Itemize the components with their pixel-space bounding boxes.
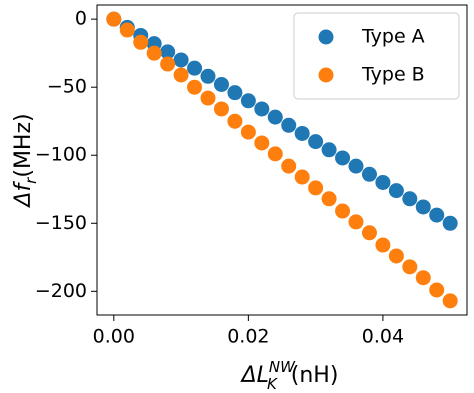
point bbox=[227, 85, 243, 101]
point bbox=[213, 76, 229, 92]
point bbox=[267, 109, 283, 125]
y-tick-label: −200 bbox=[35, 280, 87, 302]
point bbox=[348, 158, 364, 174]
point bbox=[294, 125, 310, 141]
point bbox=[402, 191, 418, 207]
point bbox=[146, 45, 162, 61]
point bbox=[187, 79, 203, 95]
x-label-symbol: ΔL bbox=[240, 363, 269, 388]
point bbox=[335, 203, 351, 219]
legend-marker bbox=[318, 67, 334, 83]
point bbox=[442, 215, 458, 231]
point bbox=[294, 169, 310, 185]
x-tick-label: 0.02 bbox=[227, 326, 269, 348]
y-tick-label: −50 bbox=[47, 76, 87, 98]
point bbox=[173, 52, 189, 68]
point bbox=[200, 68, 216, 84]
point bbox=[321, 142, 337, 158]
point bbox=[160, 44, 176, 60]
y-label-unit: (MHz) bbox=[11, 113, 36, 177]
point bbox=[308, 134, 324, 150]
plot-frame bbox=[96, 4, 468, 316]
point bbox=[173, 67, 189, 83]
point bbox=[415, 270, 431, 286]
point bbox=[254, 101, 270, 117]
legend-marker bbox=[318, 29, 334, 45]
point bbox=[361, 166, 377, 182]
y-tick-label: −150 bbox=[35, 212, 87, 234]
x-label-unit: (nH) bbox=[291, 363, 339, 388]
point bbox=[375, 174, 391, 190]
point bbox=[106, 11, 122, 27]
point bbox=[160, 56, 176, 72]
point bbox=[429, 207, 445, 223]
point bbox=[254, 135, 270, 151]
point bbox=[335, 150, 351, 166]
y-axis-label: Δfr(MHz) bbox=[11, 113, 40, 208]
point bbox=[402, 259, 418, 275]
point bbox=[375, 237, 391, 253]
legend-label: Type A bbox=[361, 26, 425, 48]
point bbox=[321, 191, 337, 207]
point bbox=[187, 60, 203, 76]
point bbox=[133, 34, 149, 50]
point bbox=[240, 124, 256, 140]
point bbox=[388, 183, 404, 199]
point bbox=[227, 113, 243, 129]
y-tick-label: −100 bbox=[35, 144, 87, 166]
x-axis-label: ΔLNW K (nH) bbox=[240, 358, 339, 393]
point bbox=[240, 93, 256, 109]
y-label-symbol: Δf bbox=[11, 181, 36, 209]
point bbox=[119, 22, 135, 38]
legend-box bbox=[293, 12, 460, 100]
y-tick-label: 0 bbox=[75, 8, 87, 30]
x-tick-label: 0.04 bbox=[362, 326, 404, 348]
point bbox=[442, 293, 458, 309]
point bbox=[429, 282, 445, 298]
point bbox=[308, 180, 324, 196]
point bbox=[213, 101, 229, 117]
legend-label: Type B bbox=[361, 64, 425, 86]
point bbox=[281, 117, 297, 133]
x-label-sup: NW bbox=[269, 358, 296, 376]
y-label-sub: r bbox=[22, 177, 40, 184]
point bbox=[200, 90, 216, 106]
point bbox=[348, 214, 364, 230]
point bbox=[361, 225, 377, 241]
point bbox=[415, 199, 431, 215]
x-label-sub: K bbox=[267, 375, 278, 393]
point bbox=[281, 158, 297, 174]
point bbox=[388, 248, 404, 264]
point bbox=[267, 146, 283, 162]
x-tick-label: 0.00 bbox=[93, 326, 135, 348]
